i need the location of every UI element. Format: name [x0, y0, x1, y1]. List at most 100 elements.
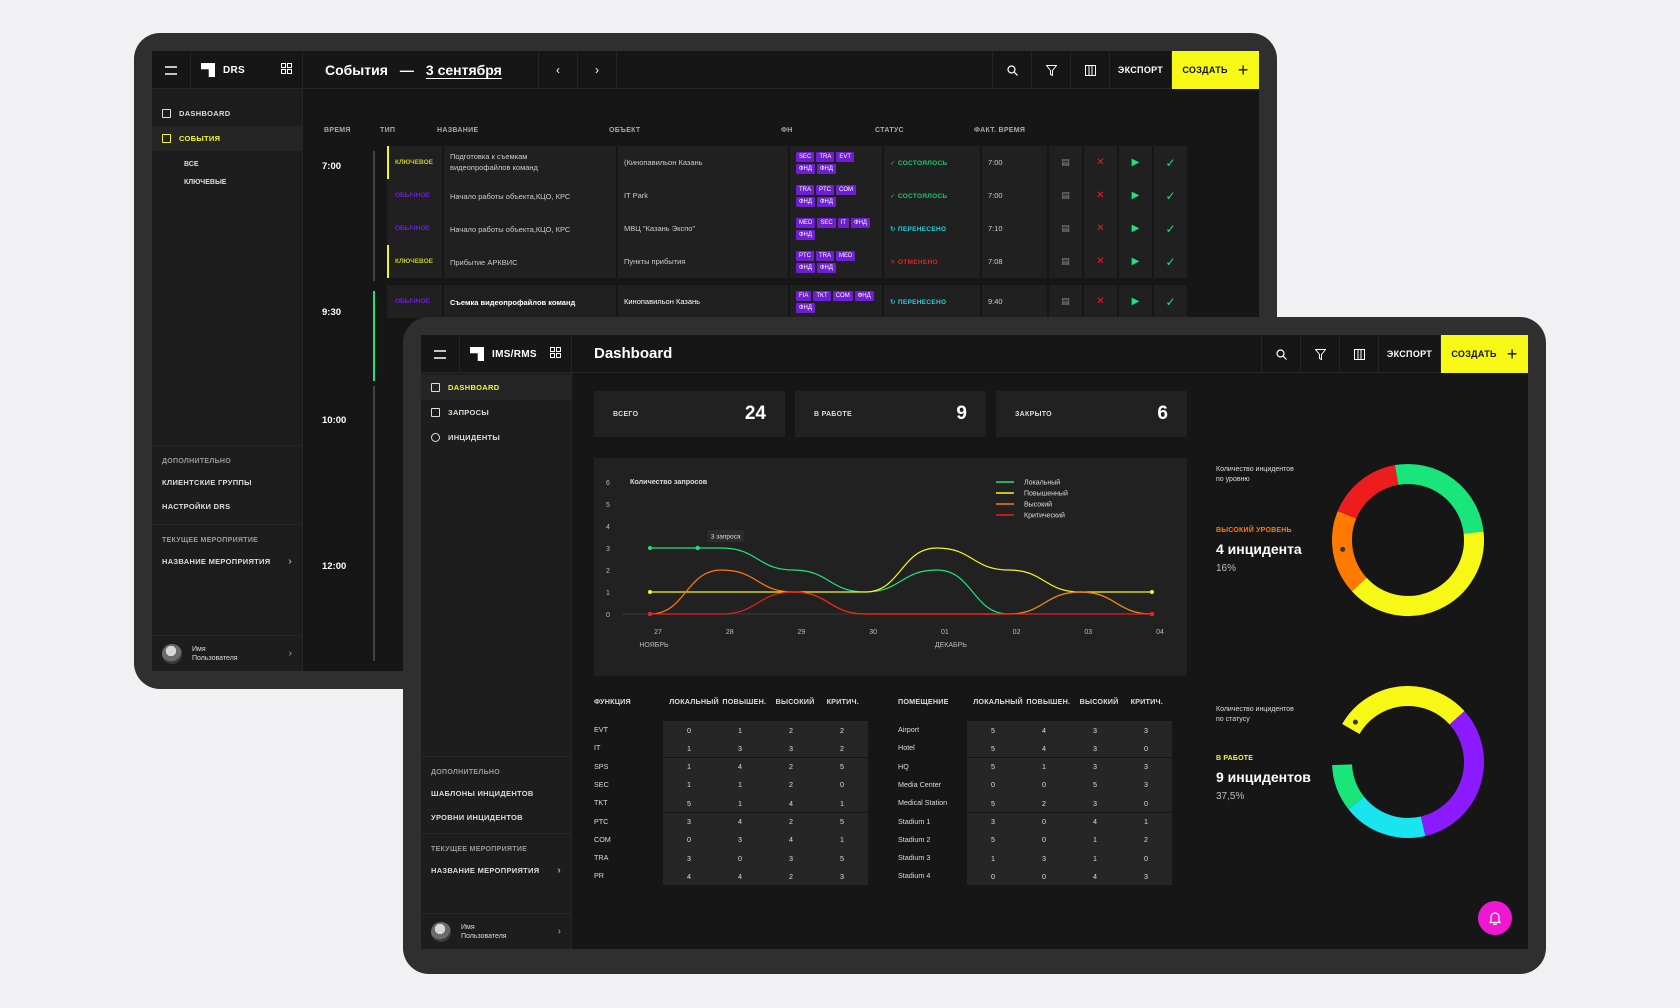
stat-in-progress[interactable]: В РАБОТЕ 9	[795, 391, 986, 437]
x-tick-label: 01	[941, 629, 949, 636]
check-icon[interactable]: ✓	[1154, 146, 1187, 179]
sidebar-item-settings[interactable]: НАСТРОЙКИ DRS	[152, 494, 302, 518]
row-label: Stadium 1	[898, 816, 931, 826]
series-point	[648, 612, 652, 616]
ims-sidebar: DASHBOARD ЗАПРОСЫ ИНЦИДЕНТЫ ДОПОЛНИТЕЛЬН…	[421, 373, 572, 949]
event-fact-time: 7:00	[982, 146, 1047, 179]
sidebar-item-dashboard[interactable]: DASHBOARD	[152, 101, 302, 126]
filter-button[interactable]	[1301, 335, 1340, 373]
sidebar-item-requests[interactable]: ЗАПРОСЫ	[421, 400, 571, 425]
search-icon	[1006, 64, 1018, 76]
function-tag: ФНД	[796, 302, 815, 313]
function-tag: COM	[832, 290, 853, 301]
cancel-icon[interactable]: ✕	[1084, 146, 1117, 179]
calendar-icon[interactable]: ▤	[1049, 212, 1082, 245]
stat-total[interactable]: ВСЕГО 24	[594, 391, 785, 437]
event-object: Кинопавильон Казань	[618, 285, 788, 318]
logo-icon	[470, 347, 484, 361]
sidebar-item-templates[interactable]: ШАБЛОНЫ ИНЦИДЕНТОВ	[421, 781, 571, 805]
prev-date-button[interactable]: ‹	[539, 51, 578, 89]
user-profile[interactable]: Имя Пользователя ›	[152, 635, 302, 671]
export-button[interactable]: ЭКСПОРТ	[1379, 335, 1441, 373]
check-icon[interactable]: ✓	[1154, 179, 1187, 212]
table-cell: 5	[816, 849, 868, 868]
tag-list: MED SEC IT ФНД ФНД	[796, 217, 874, 240]
columns-button[interactable]	[1071, 51, 1110, 89]
date-picker[interactable]: 3 сентября	[425, 62, 502, 78]
event-tags: TRA PTC COM ФНД ФНД	[790, 179, 882, 212]
table-cell: 3	[816, 867, 868, 886]
columns-icon	[1084, 64, 1096, 76]
row-label: SPS	[594, 761, 609, 771]
cancel-icon[interactable]: ✕	[1084, 245, 1117, 278]
search-button[interactable]	[1262, 335, 1301, 373]
play-icon[interactable]: ▶	[1119, 146, 1152, 179]
table-header: КРИТИЧ.	[826, 697, 859, 706]
y-tick-label: 6	[606, 480, 610, 487]
menu-icon[interactable]	[421, 335, 460, 373]
y-tick-label: 4	[606, 524, 610, 531]
calendar-icon	[431, 408, 440, 417]
calendar-icon[interactable]: ▤	[1049, 179, 1082, 212]
calendar-icon[interactable]: ▤	[1049, 245, 1082, 278]
calendar-icon[interactable]: ▤	[1049, 146, 1082, 179]
donut-segment	[1342, 686, 1465, 735]
search-button[interactable]	[993, 51, 1032, 89]
play-icon[interactable]: ▶	[1119, 245, 1152, 278]
table-cell: 2	[765, 757, 817, 776]
event-selector[interactable]: НАЗВАНИЕ МЕРОПРИЯТИЯ ›	[152, 549, 302, 573]
sidebar-sub-all[interactable]: ВСЕ	[184, 160, 199, 168]
apps-grid-icon[interactable]	[281, 61, 292, 79]
check-icon[interactable]: ✓	[1154, 212, 1187, 245]
sidebar-item-levels[interactable]: УРОВНИ ИНЦИДЕНТОВ	[421, 805, 571, 829]
table-cell: 1	[816, 830, 868, 849]
venues-table: ПОМЕЩЕНИЕ ЛОКАЛЬНЫЙ ПОВЫШЕН. ВЫСОКИЙ КРИТИЧ.…	[898, 697, 1188, 897]
sidebar-item-dashboard[interactable]: DASHBOARD	[421, 375, 571, 400]
table-cell: 4	[714, 867, 766, 886]
check-icon[interactable]: ✓	[1154, 285, 1187, 318]
table-cell: 0	[1018, 775, 1070, 794]
play-icon[interactable]: ▶	[1119, 179, 1152, 212]
sidebar-sub-key[interactable]: КЛЮЧЕВЫЕ	[184, 178, 227, 186]
event-type: ОБЫЧНОЕ	[387, 179, 442, 212]
next-date-button[interactable]: ›	[578, 51, 617, 89]
user-profile[interactable]: Имя Пользователя ›	[421, 913, 571, 949]
app-name: IMS/RMS	[492, 348, 537, 360]
sidebar-item-groups[interactable]: КЛИЕНТСКИЕ ГРУППЫ	[152, 470, 302, 494]
cancel-icon[interactable]: ✕	[1084, 212, 1117, 245]
x-tick-label: 03	[1084, 629, 1092, 636]
function-tag: TRA	[816, 151, 835, 162]
cancel-icon[interactable]: ✕	[1084, 179, 1117, 212]
stat-closed[interactable]: ЗАКРЫТО 6	[996, 391, 1187, 437]
filter-button[interactable]	[1032, 51, 1071, 89]
event-selector[interactable]: НАЗВАНИЕ МЕРОПРИЯТИЯ ›	[421, 858, 571, 882]
table-cell: 5	[663, 794, 715, 813]
table-cell: 2	[816, 739, 868, 758]
cancel-icon[interactable]: ✕	[1084, 285, 1117, 318]
avatar	[162, 643, 182, 664]
notifications-button[interactable]	[1478, 901, 1512, 935]
apps-grid-icon[interactable]	[550, 345, 561, 363]
user-last-name: Пользователя	[192, 654, 238, 662]
sidebar-item-incidents[interactable]: ИНЦИДЕНТЫ	[421, 425, 571, 450]
calendar-icon[interactable]: ▤	[1049, 285, 1082, 318]
series-line	[650, 547, 1152, 593]
menu-icon[interactable]	[152, 51, 191, 89]
check-icon[interactable]: ✓	[1154, 245, 1187, 278]
play-icon[interactable]: ▶	[1119, 285, 1152, 318]
play-icon[interactable]: ▶	[1119, 212, 1152, 245]
create-button[interactable]: СОЗДАТЬ +	[1441, 335, 1528, 373]
event-name-line: видеопрофайлов команд	[450, 163, 538, 172]
event-tags: SEC TRA EVT ФНД ФНД	[790, 146, 882, 179]
section-label: ТЕКУЩЕЕ МЕРОПРИЯТИЕ	[162, 537, 259, 544]
legend-label: Повышенный	[1024, 490, 1068, 498]
dashboard-icon	[162, 109, 171, 118]
create-button[interactable]: СОЗДАТЬ +	[1172, 51, 1259, 89]
event-name: Начало работы объекта,КЦО, КРС	[444, 212, 616, 245]
table-cell: 3	[1069, 721, 1121, 739]
create-label: СОЗДАТЬ	[1451, 349, 1497, 359]
export-button[interactable]: ЭКСПОРТ	[1110, 51, 1172, 89]
sidebar-item-events[interactable]: СОБЫТИЯ	[152, 126, 302, 151]
columns-button[interactable]	[1340, 335, 1379, 373]
